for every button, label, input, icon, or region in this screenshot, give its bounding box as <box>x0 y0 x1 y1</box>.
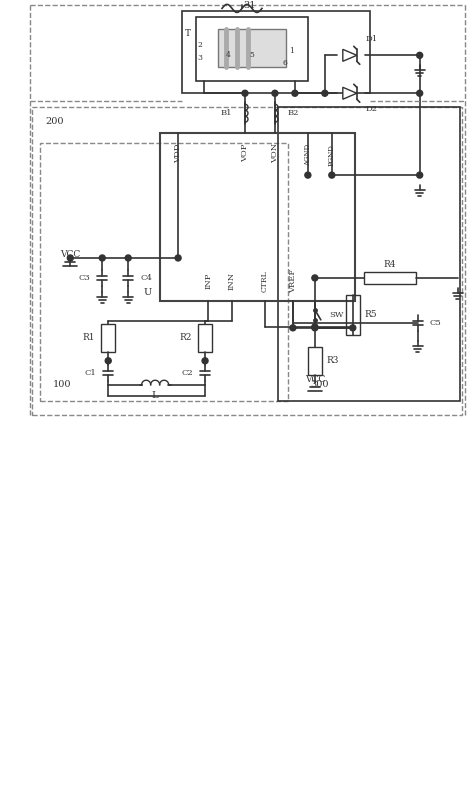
Text: B2: B2 <box>288 109 299 117</box>
Circle shape <box>329 172 335 178</box>
Text: C3: C3 <box>78 274 90 282</box>
Bar <box>196 17 308 82</box>
Text: VCC: VCC <box>60 250 80 260</box>
Text: AGND: AGND <box>304 144 312 166</box>
Bar <box>308 347 322 375</box>
Text: INP: INP <box>204 272 212 289</box>
Text: INN: INN <box>228 272 236 290</box>
Text: 200: 200 <box>45 116 64 126</box>
Text: 5: 5 <box>250 51 254 59</box>
Circle shape <box>105 358 111 364</box>
Text: D2: D2 <box>366 105 378 113</box>
Circle shape <box>242 90 248 97</box>
Circle shape <box>292 90 298 97</box>
Text: C1: C1 <box>84 369 96 377</box>
Text: L: L <box>152 391 159 400</box>
Polygon shape <box>343 49 357 61</box>
Bar <box>278 107 460 401</box>
Bar <box>364 272 416 284</box>
Text: T: T <box>185 29 191 38</box>
Circle shape <box>290 325 296 331</box>
Bar <box>33 107 462 415</box>
Text: B1: B1 <box>220 109 232 117</box>
Bar <box>218 29 286 67</box>
Text: 4: 4 <box>226 51 230 59</box>
Bar <box>160 133 355 301</box>
Text: VREF: VREF <box>289 268 297 293</box>
Text: VCC: VCC <box>305 375 325 384</box>
Circle shape <box>67 255 73 261</box>
Circle shape <box>99 255 105 261</box>
Circle shape <box>202 358 208 364</box>
Bar <box>182 11 370 93</box>
Text: R4: R4 <box>383 261 396 269</box>
Text: 3: 3 <box>198 55 202 63</box>
Circle shape <box>272 90 278 97</box>
Text: U: U <box>144 288 152 298</box>
Text: 6: 6 <box>282 59 287 67</box>
Text: SW: SW <box>329 310 343 319</box>
Text: 2: 2 <box>198 41 202 49</box>
Text: 100: 100 <box>52 380 71 389</box>
Circle shape <box>417 52 422 59</box>
Text: C5: C5 <box>430 319 441 327</box>
Text: D1: D1 <box>366 36 378 44</box>
Text: C4: C4 <box>140 274 152 282</box>
Text: R1: R1 <box>83 333 95 342</box>
Circle shape <box>175 255 181 261</box>
Circle shape <box>312 324 318 329</box>
Text: 300: 300 <box>310 380 329 389</box>
Circle shape <box>125 255 131 261</box>
Text: PGND: PGND <box>328 144 336 166</box>
Text: 1: 1 <box>289 48 295 55</box>
Polygon shape <box>343 87 357 99</box>
Circle shape <box>417 172 422 178</box>
Text: C2: C2 <box>181 369 193 377</box>
Circle shape <box>417 90 422 97</box>
Bar <box>40 143 288 401</box>
Circle shape <box>305 172 311 178</box>
Bar <box>346 295 360 335</box>
Circle shape <box>312 325 318 331</box>
Bar <box>101 324 115 352</box>
Text: R3: R3 <box>327 356 339 365</box>
Text: 31: 31 <box>243 1 255 10</box>
Bar <box>198 324 212 352</box>
Circle shape <box>322 90 328 97</box>
Circle shape <box>350 325 356 331</box>
Text: VOP: VOP <box>241 144 249 162</box>
Text: R2: R2 <box>180 333 192 342</box>
Circle shape <box>312 275 318 281</box>
Text: VON: VON <box>271 143 279 163</box>
Text: R5: R5 <box>365 310 378 319</box>
Text: CTRL: CTRL <box>261 270 269 291</box>
Text: VDD: VDD <box>174 143 182 163</box>
